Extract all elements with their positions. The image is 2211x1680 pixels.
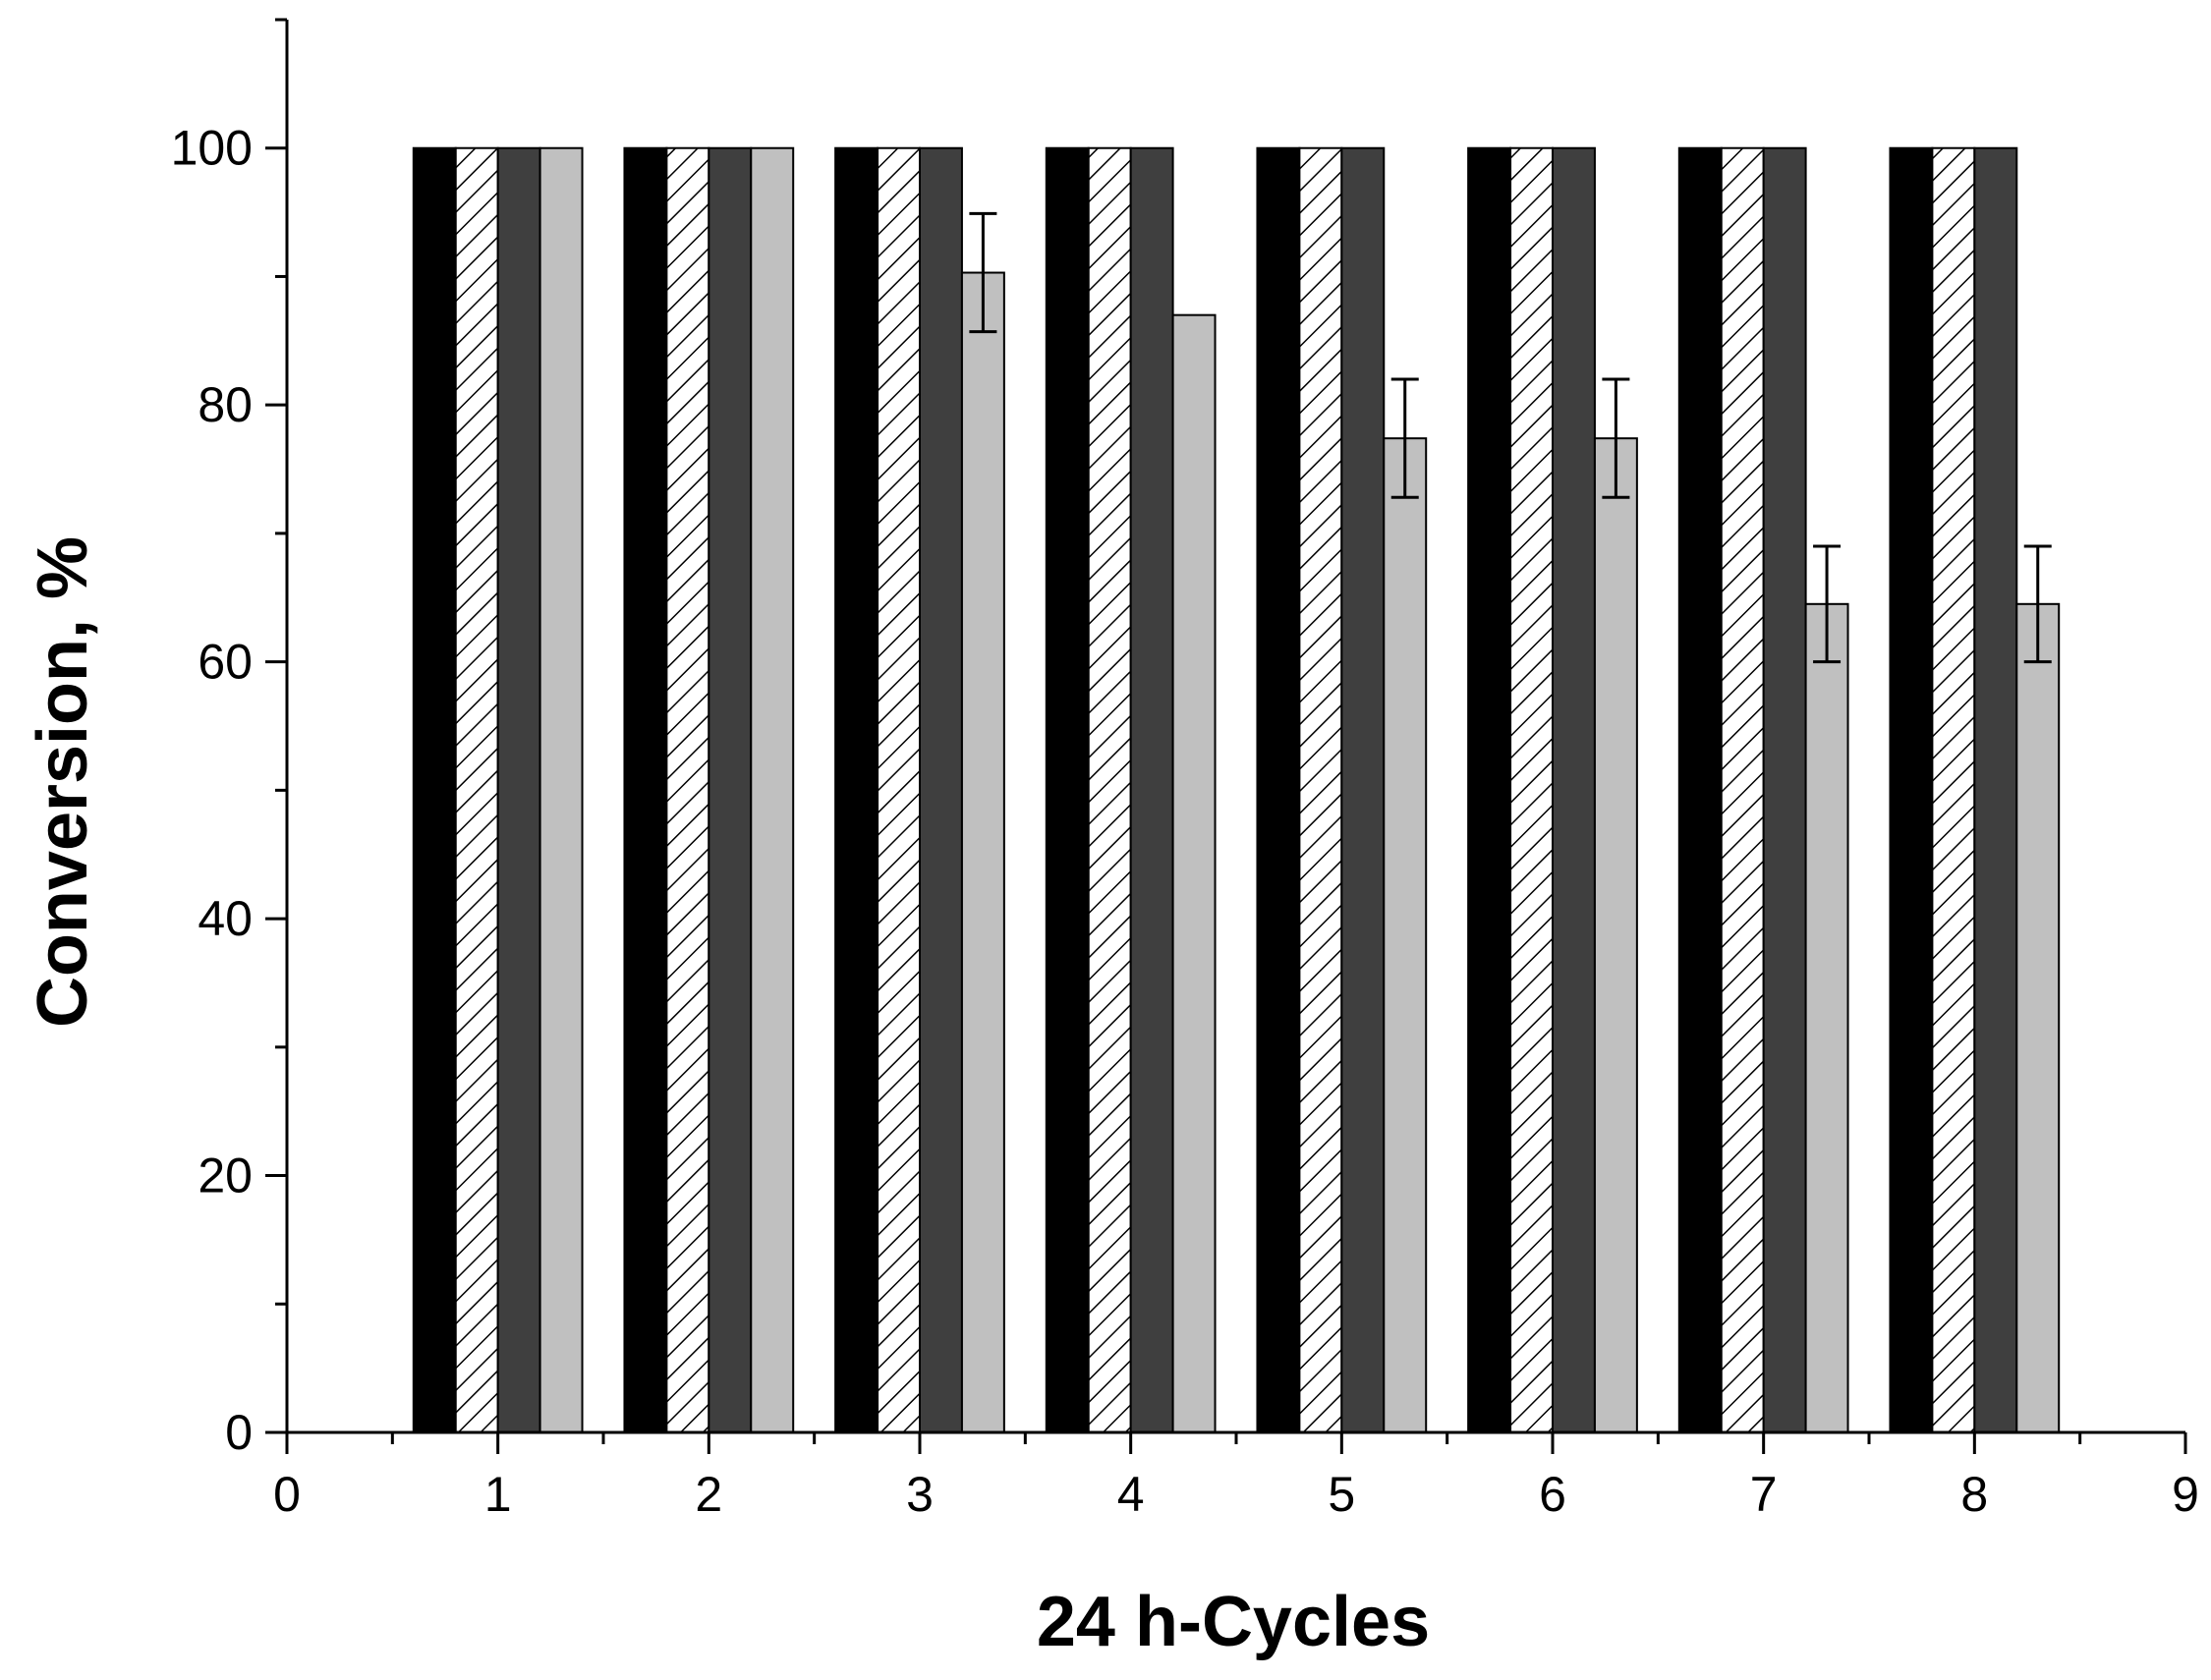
bar-cycle-2-series-1 [623, 146, 668, 1433]
y-tick-label: 20 [198, 1148, 253, 1204]
bar-cycle-3-series-2 [877, 146, 921, 1433]
bar-cycle-2-series-3 [708, 146, 753, 1433]
tick-labels-layer: 0 1 2 3 4 5 6 7 8 9 0 20 40 60 80 100 [171, 121, 2199, 1522]
y-tick-label: 80 [198, 377, 253, 432]
bar-cycle-4-series-2 [1087, 146, 1132, 1433]
error-bar-cycle-3 [969, 211, 997, 334]
x-tick-label: 6 [1539, 1467, 1566, 1522]
bar-cycle-2-series-4 [750, 146, 795, 1433]
bar-cycle-8-series-1 [1889, 146, 1934, 1433]
x-tick-label: 9 [2172, 1467, 2199, 1522]
bar-cycle-1-series-1 [412, 146, 457, 1433]
bar-cycle-5-series-2 [1298, 146, 1343, 1433]
y-axis-title: Conversion, % [24, 536, 102, 1028]
bar-cycle-5-series-3 [1340, 146, 1386, 1433]
bar-cycle-3-series-3 [919, 146, 963, 1433]
bar-cycle-8-series-3 [1973, 146, 2018, 1433]
x-tick-label: 8 [1960, 1467, 1988, 1522]
x-tick-label: 2 [695, 1467, 722, 1522]
bar-cycle-1-series-3 [496, 146, 541, 1433]
bar-cycle-5-series-1 [1256, 146, 1301, 1433]
y-tick-label: 100 [171, 121, 253, 176]
y-tick-label: 60 [198, 635, 253, 690]
x-tick-label: 7 [1750, 1467, 1778, 1522]
error-bars-layer [969, 211, 2052, 664]
x-tick-label: 0 [273, 1467, 301, 1522]
y-tick-label: 0 [225, 1405, 253, 1460]
bar-cycle-7-series-4 [1804, 602, 1849, 1433]
error-bar-cycle-7 [1813, 544, 1842, 664]
bar-cycle-8-series-4 [2015, 602, 2061, 1433]
axes-layer [265, 18, 2187, 1454]
bar-cycle-4-series-4 [1171, 313, 1217, 1433]
error-bar-cycle-5 [1390, 377, 1419, 499]
y-tick-label: 40 [198, 891, 253, 946]
bar-cycle-7-series-2 [1720, 146, 1765, 1433]
bar-cycle-6-series-1 [1467, 146, 1512, 1433]
bar-cycle-6-series-4 [1593, 437, 1638, 1433]
bar-cycle-1-series-4 [539, 146, 584, 1433]
bar-cycle-2-series-2 [665, 146, 710, 1433]
bar-cycle-3-series-4 [960, 271, 1005, 1433]
x-tick-label: 1 [484, 1467, 512, 1522]
x-tick-label: 4 [1117, 1467, 1145, 1522]
x-tick-label: 5 [1328, 1467, 1355, 1522]
bar-cycle-1-series-2 [454, 146, 499, 1433]
error-bar-cycle-6 [1602, 377, 1630, 499]
bar-cycle-7-series-1 [1677, 146, 1723, 1433]
x-tick-label: 3 [906, 1467, 934, 1522]
bar-cycle-7-series-3 [1762, 146, 1807, 1433]
bar-cycle-4-series-3 [1129, 146, 1174, 1433]
x-axis-title: 24 h-Cycles [1037, 1583, 1430, 1661]
bar-cycle-4-series-1 [1045, 146, 1090, 1433]
bar-cycle-6-series-3 [1552, 146, 1596, 1433]
bar-cycle-5-series-4 [1383, 437, 1428, 1433]
bar-cycle-3-series-1 [834, 146, 879, 1433]
bar-cycle-6-series-2 [1509, 146, 1554, 1433]
bar-cycle-8-series-2 [1931, 146, 1976, 1433]
bars-layer [412, 146, 2061, 1433]
error-bar-cycle-8 [2023, 544, 2052, 664]
